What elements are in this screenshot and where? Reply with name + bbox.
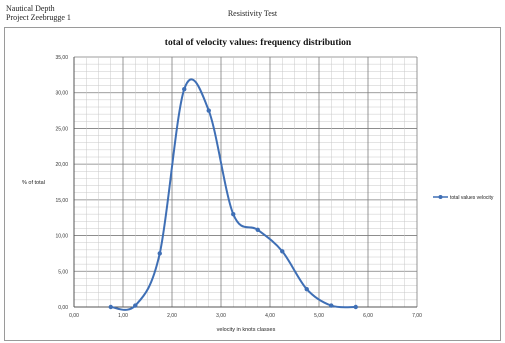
y-tick-label: 25,00 bbox=[55, 126, 68, 132]
data-point bbox=[304, 286, 309, 292]
header-title: Nautical Depth bbox=[6, 4, 55, 13]
data-point bbox=[255, 227, 260, 233]
x-axis-label: velocity in knots classes bbox=[217, 327, 276, 333]
data-point bbox=[206, 108, 211, 113]
x-tick-label: 4,00 bbox=[265, 313, 275, 319]
chart-axes bbox=[73, 57, 417, 308]
chart-frame bbox=[4, 27, 501, 341]
x-tick-label: 6,00 bbox=[363, 313, 373, 319]
series-line bbox=[110, 78, 356, 311]
x-tick-label: 2,00 bbox=[167, 313, 177, 319]
y-tick-label: 10,00 bbox=[55, 234, 68, 240]
y-tick-label: 35,00 bbox=[55, 55, 68, 61]
y-tick-label: 0,00 bbox=[58, 305, 68, 311]
data-point bbox=[157, 251, 162, 256]
y-tick-label: 15,00 bbox=[55, 198, 68, 204]
legend-marker bbox=[438, 195, 443, 199]
y-tick-label: 5,00 bbox=[58, 269, 68, 275]
data-point bbox=[231, 211, 236, 217]
x-tick-label: 3,00 bbox=[216, 313, 226, 319]
header-left: Nautical Depth Project Zeebrugge 1 bbox=[6, 4, 71, 22]
header-project: Project Zeebrugge 1 bbox=[6, 13, 71, 22]
y-axis-label: % of total bbox=[22, 180, 45, 186]
chart-grid bbox=[73, 56, 418, 308]
data-point bbox=[353, 304, 358, 310]
legend-label: total values velocity bbox=[450, 195, 494, 201]
y-tick-label: 20,00 bbox=[55, 162, 68, 168]
data-point bbox=[280, 249, 285, 254]
y-tick-labels: 0,00 5,00 10,00 15,00 20,00 25,00 30,00 35,00 bbox=[55, 55, 68, 311]
legend: total values velocity bbox=[433, 195, 494, 201]
header-center: Resistivity Test bbox=[227, 9, 278, 18]
x-tick-label: 7,00 bbox=[412, 313, 422, 319]
x-tick-label: 1,00 bbox=[118, 313, 128, 319]
data-point bbox=[108, 304, 113, 310]
data-points bbox=[108, 86, 358, 310]
x-tick-label: 0,00 bbox=[69, 313, 79, 319]
chart-title: total of velocity values: frequency dist… bbox=[165, 38, 352, 48]
data-point bbox=[182, 86, 187, 92]
x-tick-labels: 0,00 1,00 2,00 3,00 4,00 5,00 6,00 7,00 bbox=[69, 313, 422, 319]
data-point bbox=[329, 303, 334, 308]
x-tick-label: 5,00 bbox=[314, 313, 324, 319]
data-point bbox=[133, 303, 138, 308]
y-tick-label: 30,00 bbox=[55, 91, 68, 97]
